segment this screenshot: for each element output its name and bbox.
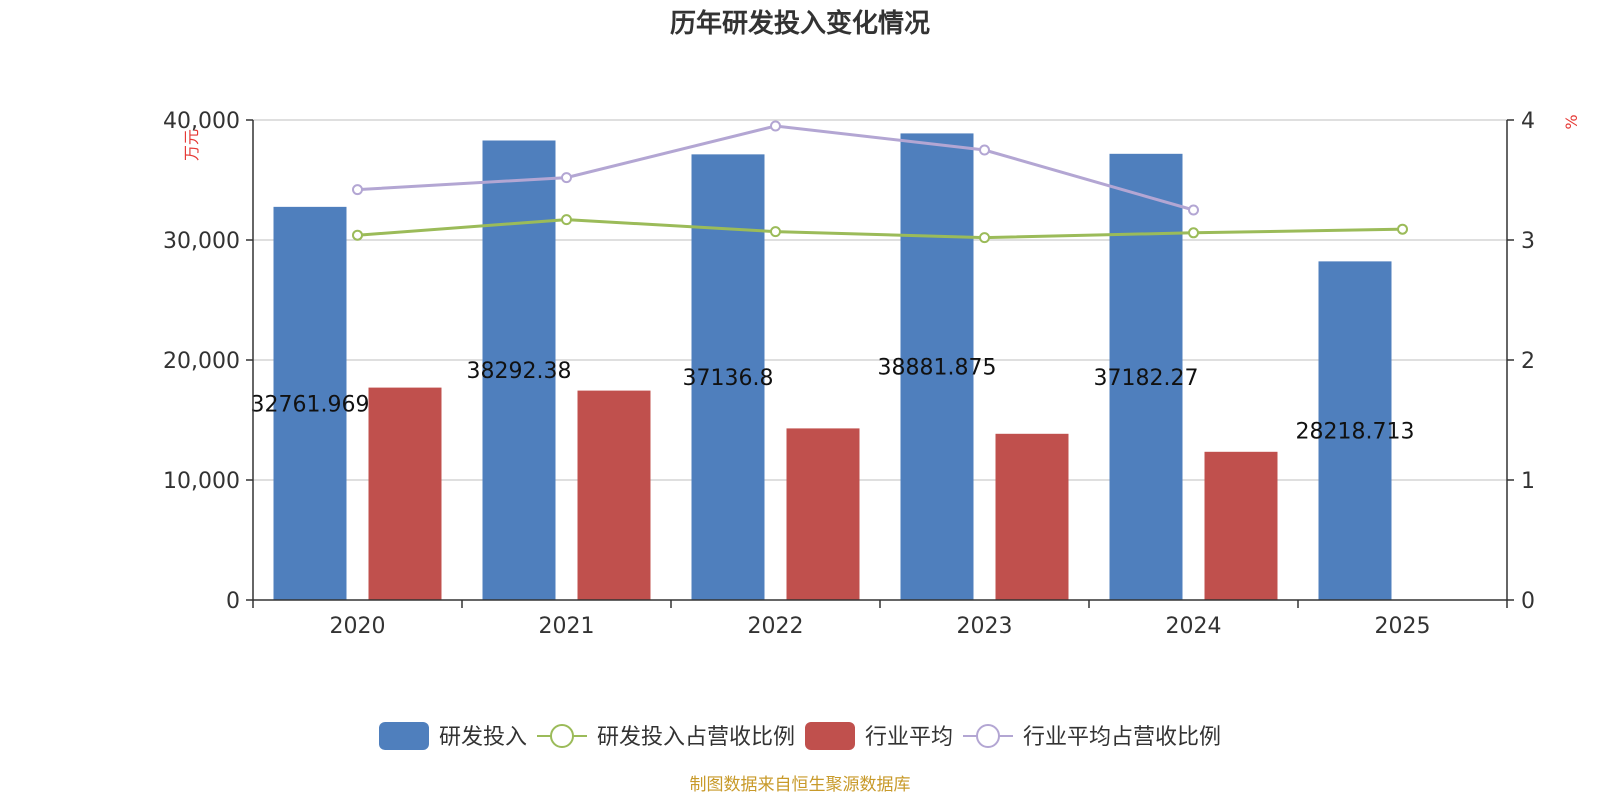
right-axis-unit: % bbox=[1562, 114, 1581, 129]
line-point bbox=[979, 144, 990, 156]
line-point bbox=[561, 172, 572, 184]
legend-swatch-研发投入占营收比例 bbox=[550, 724, 574, 748]
left-tick-label: 20,000 bbox=[163, 349, 240, 374]
chart-title: 历年研发投入变化情况 bbox=[670, 8, 930, 39]
bar-行业平均 bbox=[577, 390, 651, 600]
bar-行业平均 bbox=[786, 428, 860, 600]
line-point bbox=[770, 226, 781, 238]
source-note: 制图数据来自恒生聚源数据库 bbox=[690, 775, 911, 795]
bar-研发投入 bbox=[1318, 261, 1392, 600]
bar-data-label: 32761.969 bbox=[251, 392, 370, 417]
x-tick-label: 2020 bbox=[330, 614, 386, 639]
data-labels: 32761.969 38292.38 37136.8 38881.875 37182.2… bbox=[251, 356, 1415, 445]
gridlines bbox=[253, 119, 1507, 481]
left-axis-unit: 万元 bbox=[182, 129, 201, 161]
bar-data-label: 38881.875 bbox=[878, 356, 997, 381]
x-tick-label: 2021 bbox=[539, 614, 595, 639]
legend-label: 行业平均占营收比例 bbox=[1023, 725, 1221, 750]
bar-行业平均 bbox=[368, 387, 442, 600]
legend-swatch-行业平均占营收比例 bbox=[976, 724, 1000, 748]
bar-data-label: 38292.38 bbox=[467, 359, 572, 384]
bar-研发投入 bbox=[900, 133, 974, 601]
line-point bbox=[1188, 204, 1199, 216]
x-tick-label: 2022 bbox=[748, 614, 804, 639]
right-tick-label: 3 bbox=[1521, 229, 1535, 254]
right-tick-label: 1 bbox=[1521, 469, 1535, 494]
lines bbox=[352, 120, 1408, 244]
left-tick-label: 40,000 bbox=[163, 109, 240, 134]
line-point bbox=[770, 120, 781, 132]
axes: 0 10,000 20,000 30,000 40,000 0 1 2 3 4 2020 2021 20… bbox=[163, 109, 1535, 639]
line-point bbox=[1397, 223, 1408, 235]
legend-label: 研发投入 bbox=[439, 725, 527, 750]
line-point bbox=[1188, 227, 1199, 239]
line-point bbox=[352, 229, 363, 241]
legend: 研发投入 研发投入占营收比例 行业平均 行业平均占营收比例 bbox=[379, 722, 1221, 750]
bar-data-label: 37182.27 bbox=[1094, 366, 1199, 391]
line-point bbox=[352, 184, 363, 196]
legend-label: 行业平均 bbox=[865, 725, 953, 750]
bar-研发投入 bbox=[273, 206, 347, 600]
x-tick-label: 2025 bbox=[1375, 614, 1431, 639]
line-point bbox=[561, 214, 572, 226]
bar-行业平均 bbox=[1204, 451, 1278, 600]
legend-label: 研发投入占营收比例 bbox=[597, 725, 795, 750]
bars bbox=[273, 133, 1392, 601]
left-tick-label: 0 bbox=[226, 589, 240, 614]
right-tick-label: 2 bbox=[1521, 349, 1535, 374]
bar-研发投入 bbox=[482, 140, 556, 600]
line-研发投入占营收比例 bbox=[357, 218, 1403, 240]
right-tick-label: 0 bbox=[1521, 589, 1535, 614]
bar-研发投入 bbox=[1109, 153, 1183, 601]
legend-swatch-研发投入 bbox=[379, 722, 429, 750]
bar-行业平均 bbox=[995, 433, 1069, 600]
x-tick-label: 2023 bbox=[957, 614, 1013, 639]
legend-swatch-行业平均 bbox=[805, 722, 855, 750]
line-point bbox=[979, 232, 990, 244]
x-tick-label: 2024 bbox=[1166, 614, 1222, 639]
bar-data-label: 28218.713 bbox=[1296, 420, 1415, 445]
left-tick-label: 30,000 bbox=[163, 229, 240, 254]
left-tick-label: 10,000 bbox=[163, 469, 240, 494]
right-tick-label: 4 bbox=[1521, 109, 1535, 134]
bar-data-label: 37136.8 bbox=[683, 366, 774, 391]
